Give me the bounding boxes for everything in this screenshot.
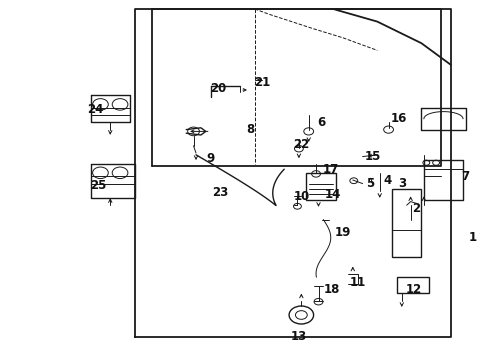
Bar <box>392 189 421 257</box>
Text: 16: 16 <box>391 112 408 125</box>
Text: 19: 19 <box>335 226 351 239</box>
Text: 6: 6 <box>317 116 325 129</box>
Text: 3: 3 <box>398 177 406 190</box>
Text: 15: 15 <box>364 150 381 163</box>
Text: 2: 2 <box>413 202 420 215</box>
Text: 23: 23 <box>212 186 229 199</box>
Text: 4: 4 <box>383 174 391 186</box>
Text: 20: 20 <box>210 82 226 95</box>
Text: 14: 14 <box>325 188 342 201</box>
Text: 5: 5 <box>366 177 374 190</box>
Text: 8: 8 <box>246 123 254 136</box>
Text: 24: 24 <box>87 103 104 116</box>
Bar <box>397 277 429 293</box>
Text: 18: 18 <box>324 283 341 296</box>
Text: 13: 13 <box>291 330 307 343</box>
Text: 9: 9 <box>207 152 215 165</box>
Text: 17: 17 <box>322 163 339 176</box>
Text: 11: 11 <box>349 276 366 289</box>
Text: 7: 7 <box>462 170 469 183</box>
Text: 21: 21 <box>254 76 270 89</box>
Text: 12: 12 <box>406 283 422 296</box>
Text: 25: 25 <box>90 179 106 192</box>
Bar <box>306 173 336 200</box>
Text: 22: 22 <box>293 138 310 151</box>
Text: 1: 1 <box>469 231 477 244</box>
Text: 10: 10 <box>293 190 310 203</box>
